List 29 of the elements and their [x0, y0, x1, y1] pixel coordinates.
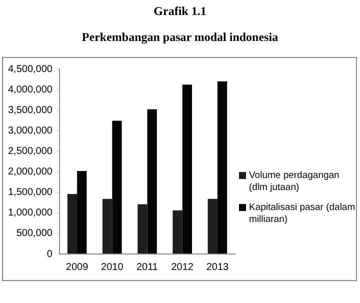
x-tick-label: 2011: [136, 262, 158, 273]
bar: [102, 198, 112, 254]
x-tick-label: 2012: [171, 262, 194, 273]
bar: [208, 198, 218, 254]
x-tick-label: 2013: [206, 262, 230, 273]
y-tick-label: 0: [46, 248, 53, 260]
bar: [138, 204, 148, 254]
bar: [67, 194, 78, 254]
y-tick-label: 500,000: [16, 228, 53, 240]
y-tick-label: 3,000,000: [8, 125, 53, 136]
bar: [172, 210, 182, 254]
bar: [147, 109, 157, 254]
chart-title: Grafik 1.1: [152, 4, 208, 19]
y-tick-label: 1,000,000: [8, 208, 53, 219]
y-tick-label: 4,000,000: [8, 84, 53, 96]
chart-subtitle: Perkembangan pasar modal indonesia: [80, 30, 280, 45]
y-tick-label: 2,500,000: [8, 146, 53, 157]
y-tick-label: 1,500,000: [8, 187, 53, 198]
x-tick-label: 2009: [66, 262, 89, 273]
bar: [182, 84, 192, 254]
legend-label: Volume perdagangan (dlm jutaan): [249, 170, 340, 194]
y-tick-label: 2,000,000: [8, 166, 53, 178]
bar: [77, 170, 87, 254]
bar: [217, 81, 228, 254]
bar: [112, 120, 122, 254]
x-tick-label: 2010: [101, 262, 124, 273]
legend-label: Kapitalisasi pasar (dalam milliaran): [249, 202, 356, 226]
y-tick-label: 3,500,000: [8, 104, 53, 116]
y-tick-label: 4,500,000: [8, 64, 53, 75]
